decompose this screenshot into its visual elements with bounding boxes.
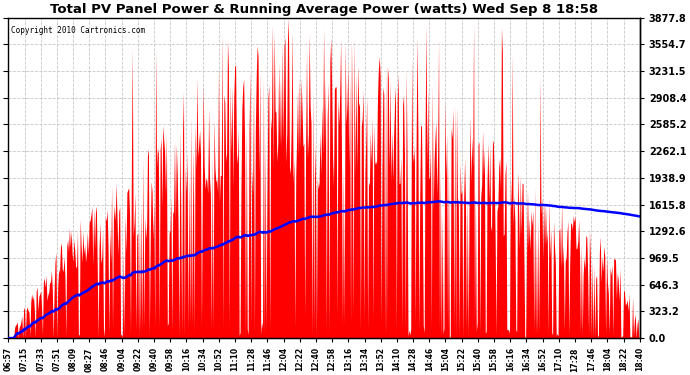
Title: Total PV Panel Power & Running Average Power (watts) Wed Sep 8 18:58: Total PV Panel Power & Running Average P… <box>50 3 598 16</box>
Text: Copyright 2010 Cartronics.com: Copyright 2010 Cartronics.com <box>12 26 146 34</box>
